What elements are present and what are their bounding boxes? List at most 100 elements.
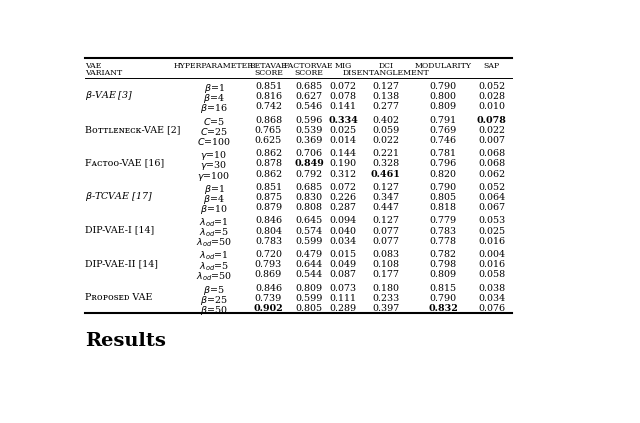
- Text: 0.868: 0.868: [255, 116, 282, 125]
- Text: 0.809: 0.809: [429, 270, 457, 279]
- Text: 0.177: 0.177: [372, 270, 399, 279]
- Text: 0.038: 0.038: [478, 283, 505, 293]
- Text: 0.015: 0.015: [330, 250, 356, 259]
- Text: 0.809: 0.809: [429, 102, 457, 111]
- Text: 0.796: 0.796: [429, 159, 457, 168]
- Text: 0.544: 0.544: [295, 270, 323, 279]
- Text: $\lambda_{od}$=50: $\lambda_{od}$=50: [196, 236, 232, 249]
- Text: 0.800: 0.800: [430, 92, 457, 102]
- Text: 0.599: 0.599: [295, 294, 323, 302]
- Text: 0.127: 0.127: [372, 217, 399, 225]
- Text: 0.791: 0.791: [429, 116, 457, 125]
- Text: 0.016: 0.016: [478, 236, 505, 246]
- Text: 0.461: 0.461: [371, 170, 401, 179]
- Text: 0.625: 0.625: [255, 136, 282, 145]
- Text: 0.059: 0.059: [372, 126, 399, 135]
- Text: 0.072: 0.072: [330, 183, 356, 192]
- Text: Bᴏᴛᴛʟᴇɴᴇᴄᴋ-VAE [2]: Bᴏᴛᴛʟᴇɴᴇᴄᴋ-VAE [2]: [85, 125, 180, 134]
- Text: 0.790: 0.790: [429, 183, 457, 192]
- Text: $\beta$=4: $\beta$=4: [203, 92, 225, 105]
- Text: 0.049: 0.049: [330, 260, 356, 269]
- Text: 0.347: 0.347: [372, 193, 399, 202]
- Text: 0.685: 0.685: [295, 82, 323, 91]
- Text: $C$=25: $C$=25: [200, 126, 228, 137]
- Text: 0.014: 0.014: [330, 136, 356, 145]
- Text: 0.141: 0.141: [330, 102, 356, 111]
- Text: $\beta$=5: $\beta$=5: [204, 283, 225, 297]
- Text: MODULARITY: MODULARITY: [415, 62, 472, 70]
- Text: 0.809: 0.809: [295, 283, 323, 293]
- Text: $\beta$=16: $\beta$=16: [200, 102, 228, 115]
- Text: $\beta$=25: $\beta$=25: [200, 294, 228, 307]
- Text: 0.846: 0.846: [255, 283, 282, 293]
- Text: 0.644: 0.644: [295, 260, 323, 269]
- Text: 0.818: 0.818: [430, 203, 457, 212]
- Text: 0.851: 0.851: [255, 82, 282, 91]
- Text: 0.077: 0.077: [372, 227, 399, 236]
- Text: 0.312: 0.312: [330, 170, 356, 179]
- Text: $\beta$-TCVAE [17]: $\beta$-TCVAE [17]: [85, 190, 153, 203]
- Text: 0.574: 0.574: [295, 227, 323, 236]
- Text: $\beta$-VAE [3]: $\beta$-VAE [3]: [85, 89, 133, 102]
- Text: 0.778: 0.778: [430, 236, 457, 246]
- Text: $\beta$=1: $\beta$=1: [204, 82, 224, 95]
- Text: 0.879: 0.879: [255, 203, 282, 212]
- Text: 0.052: 0.052: [478, 183, 505, 192]
- Text: $\gamma$=100: $\gamma$=100: [197, 170, 230, 183]
- Text: 0.862: 0.862: [255, 149, 282, 158]
- Text: 0.447: 0.447: [372, 203, 399, 212]
- Text: 0.058: 0.058: [478, 270, 505, 279]
- Text: 0.816: 0.816: [255, 92, 282, 102]
- Text: 0.108: 0.108: [372, 260, 399, 269]
- Text: HYPERPARAMETER: HYPERPARAMETER: [174, 62, 254, 70]
- Text: 0.334: 0.334: [328, 116, 358, 125]
- Text: 0.138: 0.138: [372, 92, 399, 102]
- Text: 0.546: 0.546: [295, 102, 323, 111]
- Text: SCORE: SCORE: [254, 69, 283, 77]
- Text: 0.862: 0.862: [255, 170, 282, 179]
- Text: 0.783: 0.783: [429, 227, 457, 236]
- Text: $\lambda_{od}$=1: $\lambda_{od}$=1: [199, 217, 228, 229]
- Text: 0.007: 0.007: [478, 136, 505, 145]
- Text: 0.742: 0.742: [255, 102, 282, 111]
- Text: 0.078: 0.078: [477, 116, 507, 125]
- Text: 0.685: 0.685: [295, 183, 323, 192]
- Text: 0.068: 0.068: [478, 149, 505, 158]
- Text: $\gamma$=30: $\gamma$=30: [200, 159, 227, 173]
- Text: 0.599: 0.599: [295, 236, 323, 246]
- Text: Fᴀᴄᴛᴏᴏ-VAE [16]: Fᴀᴄᴛᴏᴏ-VAE [16]: [85, 159, 164, 168]
- Text: 0.087: 0.087: [330, 270, 356, 279]
- Text: 0.720: 0.720: [255, 250, 282, 259]
- Text: 0.793: 0.793: [255, 260, 282, 269]
- Text: 0.479: 0.479: [295, 250, 323, 259]
- Text: 0.190: 0.190: [330, 159, 356, 168]
- Text: 0.805: 0.805: [295, 304, 323, 313]
- Text: 0.111: 0.111: [330, 294, 356, 302]
- Text: 0.078: 0.078: [330, 92, 356, 102]
- Text: 0.397: 0.397: [372, 304, 399, 313]
- Text: 0.820: 0.820: [430, 170, 457, 179]
- Text: $\beta$=50: $\beta$=50: [200, 304, 228, 317]
- Text: 0.832: 0.832: [428, 304, 458, 313]
- Text: 0.790: 0.790: [429, 82, 457, 91]
- Text: 0.076: 0.076: [478, 304, 505, 313]
- Text: 0.025: 0.025: [478, 227, 505, 236]
- Text: 0.645: 0.645: [295, 217, 323, 225]
- Text: 0.094: 0.094: [330, 217, 356, 225]
- Text: 0.040: 0.040: [330, 227, 356, 236]
- Text: 0.875: 0.875: [255, 193, 282, 202]
- Text: Pʀᴏᴘᴏѕᴇᴅ VAE: Pʀᴏᴘᴏѕᴇᴅ VAE: [85, 293, 152, 302]
- Text: 0.328: 0.328: [372, 159, 399, 168]
- Text: 0.790: 0.790: [429, 294, 457, 302]
- Text: 0.830: 0.830: [295, 193, 323, 202]
- Text: 0.025: 0.025: [330, 126, 356, 135]
- Text: 0.769: 0.769: [429, 126, 457, 135]
- Text: 0.289: 0.289: [330, 304, 356, 313]
- Text: 0.016: 0.016: [478, 260, 505, 269]
- Text: 0.010: 0.010: [478, 102, 505, 111]
- Text: $\lambda_{od}$=50: $\lambda_{od}$=50: [196, 270, 232, 283]
- Text: 0.851: 0.851: [255, 183, 282, 192]
- Text: 0.068: 0.068: [478, 159, 505, 168]
- Text: 0.746: 0.746: [429, 136, 457, 145]
- Text: 0.739: 0.739: [255, 294, 282, 302]
